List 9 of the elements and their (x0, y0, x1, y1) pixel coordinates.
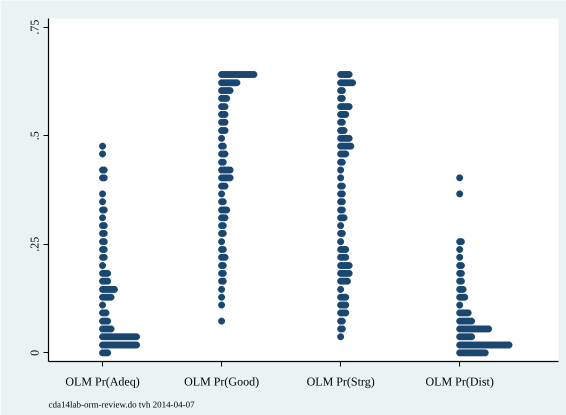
y-tick-label: 0 (28, 350, 42, 356)
y-tick-label: .75 (28, 20, 42, 35)
x-tick-label: OLM Pr(Strg) (306, 374, 375, 388)
x-tick-label: OLM Pr(Dist) (426, 374, 494, 388)
x-tick-label: OLM Pr(Good) (184, 374, 260, 388)
x-tick-label: OLM Pr(Adeq) (65, 374, 140, 388)
y-tick-label: .5 (28, 131, 42, 140)
y-tick-label: .25 (28, 236, 42, 252)
text: cda14lab-orm-review.do tvh 2014-04-07 (48, 400, 196, 410)
